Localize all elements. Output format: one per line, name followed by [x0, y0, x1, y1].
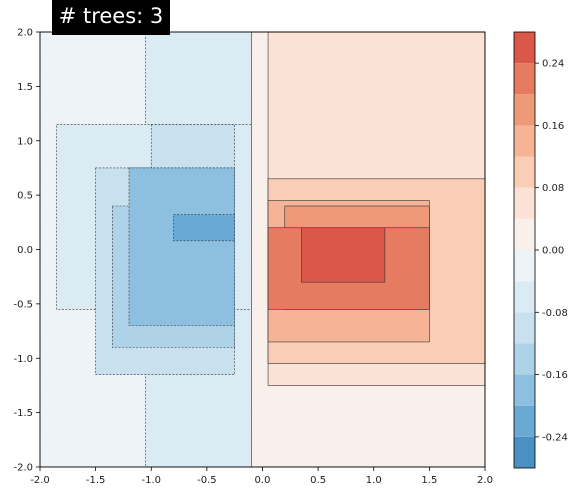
colorbar-tick-label: 0.00 — [542, 246, 564, 257]
x-tick-label: 0.0 — [255, 475, 271, 486]
contour-region — [150, 124, 235, 169]
colorbar-segment — [514, 312, 535, 344]
x-tick-label: 1.5 — [421, 475, 437, 486]
colorbar-segment — [514, 343, 535, 375]
colorbar-segment — [514, 187, 535, 219]
y-tick-label: -1.0 — [13, 354, 33, 365]
colorbar-segment — [514, 436, 535, 468]
contour-region — [128, 167, 235, 326]
colorbar-tick-label: 0.24 — [542, 59, 564, 70]
y-tick-label: -2.0 — [13, 463, 33, 474]
colorbar-tick-label: -0.08 — [542, 308, 568, 319]
x-tick-label: -1.5 — [86, 475, 106, 486]
colorbar-segment — [514, 281, 535, 313]
colorbar-tick-label: 0.16 — [542, 121, 564, 132]
y-tick-label: 1.5 — [17, 82, 33, 93]
y-tick-label: -1.5 — [13, 408, 33, 419]
colorbar-tick-label: -0.16 — [542, 370, 568, 381]
y-tick-label: 2.0 — [17, 28, 33, 39]
colorbar-segment — [514, 374, 535, 406]
y-tick-label: 0.5 — [17, 191, 33, 202]
colorbar-segment — [514, 218, 535, 250]
colorbar-segment — [514, 63, 535, 95]
x-tick-label: 0.5 — [310, 475, 326, 486]
colorbar: 0.24 0.16 0.08 0.00 -0.08 -0.16 -0.24 — [513, 31, 568, 469]
colorbar-segment — [514, 32, 535, 64]
plot-area — [39, 31, 486, 468]
colorbar-segment — [514, 156, 535, 188]
axes: -2.0 -1.5 -1.0 -0.5 0.0 0.5 1.0 1.5 2.0 2.0 1.5 1.0… — [13, 28, 492, 487]
chart-title-badge: # trees: 3 — [52, 0, 170, 35]
colorbar-segment — [514, 94, 535, 126]
x-tick-label: 1.0 — [366, 475, 382, 486]
colorbar-segment — [514, 125, 535, 157]
contour-region — [301, 227, 386, 283]
x-tick-label: 2.0 — [477, 475, 493, 486]
colorbar-segment — [514, 405, 535, 437]
y-tick-label: 0.0 — [17, 245, 33, 256]
y-tick-label: -0.5 — [13, 299, 33, 310]
colorbar-tick-label: -0.24 — [542, 432, 568, 443]
x-tick-label: -1.0 — [141, 475, 161, 486]
contour-region — [173, 214, 235, 242]
colorbar-segment — [514, 250, 535, 282]
x-tick-label: -0.5 — [197, 475, 217, 486]
x-tick-label: -2.0 — [30, 475, 50, 486]
colorbar-tick-label: 0.08 — [542, 183, 564, 194]
y-tick-label: 1.0 — [17, 136, 33, 147]
